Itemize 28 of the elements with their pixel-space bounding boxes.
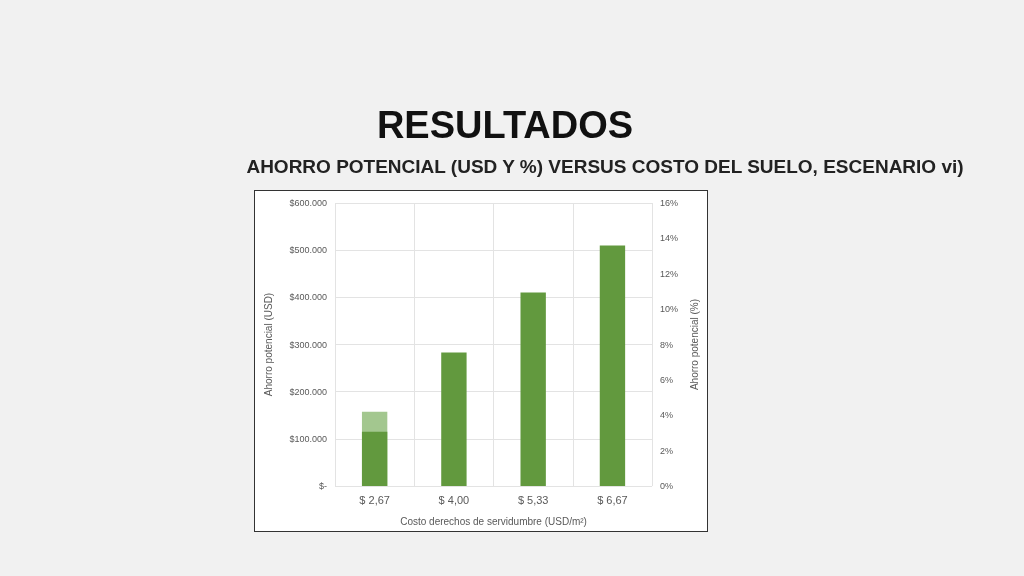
y-tick-label: $500.000 [289,245,327,256]
y2-tick-label: 16% [660,198,679,208]
y-tick-label: $300.000 [289,339,327,350]
y2-tick-label: 12% [660,268,679,279]
y2-tick-label: 10% [660,304,679,315]
x-tick-label: $ 6,67 [597,493,628,506]
y-tick-label: $400.000 [289,292,327,303]
y2-tick-label: 6% [660,374,674,385]
x-tick-label: $ 5,33 [517,493,549,506]
y2-tick-label: 8% [660,339,674,350]
x-tick-label: $ 2,67 [359,493,390,506]
y-tick-label: $- [318,481,327,491]
y2-axis-title: Ahorro potencial (%) [688,298,700,391]
chart-subtitle: AHORRO POTENCIAL (USD Y %) VERSUS COSTO DEL SUELO, ESCENARIO vi) [245,156,965,178]
y-tick-label: $600.000 [289,198,327,208]
y2-tick-label: 4% [660,410,674,421]
chart-title: RESULTADOS [375,104,635,147]
y2-tick-label: 0% [660,481,674,491]
bar [441,352,467,486]
x-axis-title: Costo derechos de servidumbre (USD/m²) [400,515,587,527]
y2-tick-label: 2% [660,445,674,456]
y-tick-label: $100.000 [289,433,327,444]
bar [599,245,626,486]
y-tick-label: $200.000 [289,386,327,397]
x-tick-label: $ 4,00 [438,493,470,506]
y2-tick-label: 14% [660,233,679,244]
bar [520,292,546,486]
y-axis-title: Ahorro potencial (USD) [262,292,274,397]
